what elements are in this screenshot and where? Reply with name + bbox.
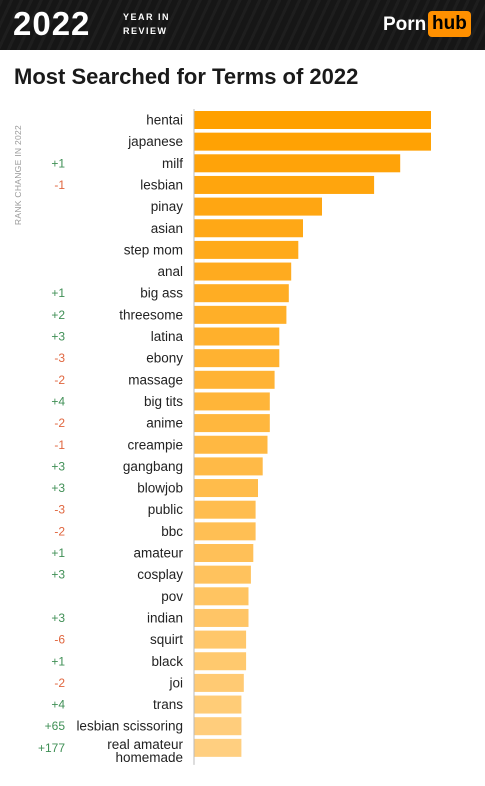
category-label: japanese <box>127 134 183 149</box>
category-label: blowjob <box>137 481 183 496</box>
bar-anal <box>194 262 292 281</box>
category-label: squirt <box>150 632 183 647</box>
category-label: gangbang <box>123 459 183 474</box>
rank-change-label: -2 <box>54 416 65 430</box>
bar-pov <box>194 587 249 606</box>
rank-change-label: -6 <box>54 633 65 647</box>
bar-public <box>194 500 256 519</box>
bar-indian <box>194 608 249 627</box>
category-label: step mom <box>124 242 183 257</box>
category-label: real amateur homemade <box>107 737 183 765</box>
rank-change-label: +2 <box>51 308 65 322</box>
rank-change-label: +3 <box>51 459 65 473</box>
bar-amateur <box>194 544 254 562</box>
category-label: ebony <box>146 351 183 366</box>
bar-threesome <box>194 305 287 324</box>
category-label: lesbian <box>140 177 183 192</box>
brand-logo-text[interactable]: Porn <box>383 14 427 35</box>
category-label: big ass <box>140 286 183 301</box>
bar-joi <box>194 673 244 692</box>
rank-change-label: +1 <box>51 654 65 668</box>
bar-step-mom <box>194 240 299 259</box>
bar-trans <box>194 695 242 714</box>
brand-logo-badge[interactable]: hub <box>428 11 471 37</box>
category-label: bbc <box>161 524 183 539</box>
category-label: asian <box>151 221 183 236</box>
rank-change-label: +1 <box>51 286 65 300</box>
rank-change-label: -2 <box>54 676 65 690</box>
rank-change-label: -1 <box>54 178 65 192</box>
rank-change-label: +3 <box>51 481 65 495</box>
bar-massage <box>194 370 275 389</box>
rank-change-label: +4 <box>51 394 65 408</box>
bar-anime <box>194 414 270 433</box>
bar-real-amateur-homemade <box>194 738 242 757</box>
bar-big-tits <box>194 392 270 411</box>
bar-latina <box>194 327 280 346</box>
bar-asian <box>194 219 303 238</box>
category-label: hentai <box>146 113 183 128</box>
category-label: milf <box>162 156 183 171</box>
category-label: anal <box>157 264 183 279</box>
rank-change-label: +1 <box>51 546 65 560</box>
bar-lesbian-scissoring <box>194 717 242 736</box>
category-label: amateur <box>133 546 183 561</box>
bar-milf <box>194 154 401 173</box>
category-label: pov <box>161 589 183 604</box>
year-badge: 2022 <box>13 5 91 42</box>
bar-cosplay <box>194 565 251 584</box>
category-label: lesbian scissoring <box>76 719 183 734</box>
bar-black <box>194 652 247 671</box>
rank-change-label: +3 <box>51 611 65 625</box>
review-label: REVIEW <box>123 26 168 36</box>
rank-change-label: +4 <box>51 698 65 712</box>
category-label: black <box>151 654 183 669</box>
rank-change-label: +3 <box>51 568 65 582</box>
year-in-label: YEAR IN <box>123 12 171 22</box>
header-bar: 2022 YEAR IN REVIEW Porn hub <box>0 0 485 50</box>
category-label: public <box>148 502 184 517</box>
bar-creampie <box>194 435 268 454</box>
chart-title: Most Searched for Terms of 2022 <box>14 64 359 89</box>
bar-squirt <box>194 630 247 649</box>
category-label: pinay <box>151 199 184 214</box>
category-label: latina <box>151 329 184 344</box>
bar-blowjob <box>194 479 258 498</box>
rank-change-label: -2 <box>54 373 65 387</box>
bar-pinay <box>194 197 322 216</box>
category-label: threesome <box>119 307 183 322</box>
rank-change-label: +177 <box>38 741 65 755</box>
category-label: joi <box>168 675 183 690</box>
rank-change-label: -3 <box>54 503 65 517</box>
bar-lesbian <box>194 175 375 194</box>
bar-japanese <box>194 132 431 151</box>
rank-change-label: +65 <box>45 719 66 733</box>
bar-big-ass <box>194 284 289 303</box>
category-label: cosplay <box>137 567 183 582</box>
category-label: massage <box>128 372 183 387</box>
rank-change-label: +1 <box>51 156 65 170</box>
bar-bbc <box>194 522 256 541</box>
category-label: trans <box>153 697 183 712</box>
rank-change-label: -3 <box>54 351 65 365</box>
rank-change-label: -2 <box>54 524 65 538</box>
bar-ebony <box>194 349 280 368</box>
category-label: anime <box>146 416 183 431</box>
bar-gangbang <box>194 457 263 476</box>
bar-hentai <box>194 111 431 129</box>
category-label: big tits <box>144 394 183 409</box>
rank-change-label: +3 <box>51 330 65 344</box>
rank-change-label: -1 <box>54 438 65 452</box>
category-label: indian <box>147 610 183 625</box>
category-label: creampie <box>127 437 183 452</box>
